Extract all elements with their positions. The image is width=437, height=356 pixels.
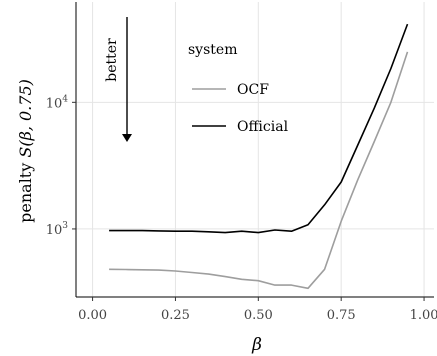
- x-tick-label: 0.25: [161, 308, 190, 323]
- x-tick-label: 1.00: [410, 308, 437, 323]
- series-line-ocf: [109, 51, 409, 290]
- y-axis-title-prefix: penalty: [16, 158, 35, 223]
- legend-label-ocf: OCF: [237, 82, 269, 98]
- axis-ticks: 0.00 0.25 0.50 0.75 1.00 103 104: [46, 94, 437, 323]
- legend: system OCF Official: [188, 42, 289, 135]
- legend-title: system: [188, 42, 237, 58]
- legend-label-official: Official: [237, 119, 289, 135]
- y-axis-title-math: S(β, 0.75): [16, 79, 35, 158]
- down-arrow-icon: [122, 134, 132, 142]
- y-axis-title: penalty S(β, 0.75): [16, 79, 35, 223]
- plot-panel: [76, 2, 434, 297]
- x-tick-label: 0.00: [78, 308, 107, 323]
- y-tick-label: 103: [46, 221, 69, 238]
- better-label: better: [104, 38, 120, 82]
- grid-lines: [76, 2, 434, 297]
- x-tick-label: 0.75: [327, 308, 356, 323]
- x-tick-label: 0.50: [244, 308, 273, 323]
- series-lines: [109, 23, 409, 290]
- better-annotation: better: [104, 17, 132, 142]
- x-axis-title: β: [251, 335, 262, 355]
- y-tick-label: 104: [46, 94, 69, 111]
- series-line-official: [109, 23, 409, 234]
